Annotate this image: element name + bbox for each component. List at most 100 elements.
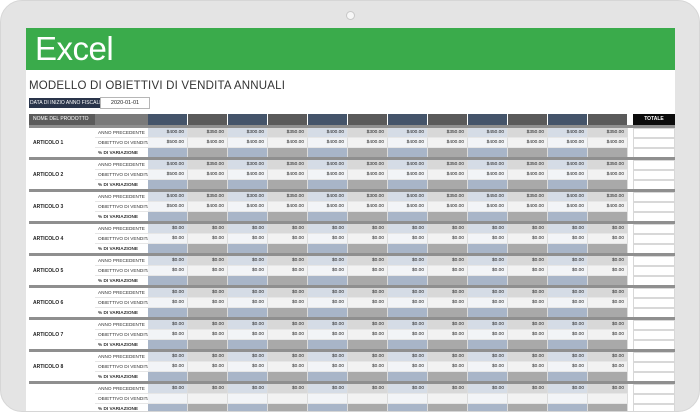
value-cell[interactable]: $0.00: [588, 352, 628, 362]
value-cell[interactable]: $0.00: [228, 234, 268, 244]
value-cell[interactable]: $0.00: [148, 352, 188, 362]
value-cell[interactable]: $0.00: [268, 288, 308, 298]
value-cell[interactable]: $0.00: [428, 352, 468, 362]
value-cell[interactable]: $400.00: [308, 128, 348, 138]
value-cell[interactable]: $0.00: [588, 298, 628, 308]
product-name-cell[interactable]: ARTICOLO 8: [29, 352, 95, 382]
value-cell[interactable]: $400.00: [308, 170, 348, 180]
value-cell[interactable]: $0.00: [468, 362, 508, 372]
value-cell[interactable]: $400.00: [508, 138, 548, 148]
value-cell[interactable]: $0.00: [388, 320, 428, 330]
value-cell[interactable]: $0.00: [548, 352, 588, 362]
value-cell[interactable]: $0.00: [548, 298, 588, 308]
value-cell[interactable]: $0.00: [388, 288, 428, 298]
value-cell[interactable]: $0.00: [588, 224, 628, 234]
value-cell[interactable]: $350.00: [268, 128, 308, 138]
value-cell[interactable]: $400.00: [508, 170, 548, 180]
value-cell[interactable]: $400.00: [268, 138, 308, 148]
value-cell[interactable]: $0.00: [308, 256, 348, 266]
value-cell[interactable]: $300.00: [348, 128, 388, 138]
value-cell[interactable]: $0.00: [388, 256, 428, 266]
value-cell[interactable]: $0.00: [228, 266, 268, 276]
product-name-cell[interactable]: ARTICOLO 7: [29, 320, 95, 350]
value-cell[interactable]: $0.00: [548, 330, 588, 340]
value-cell[interactable]: $0.00: [348, 320, 388, 330]
value-cell[interactable]: $400.00: [348, 138, 388, 148]
value-cell[interactable]: $0.00: [148, 224, 188, 234]
value-cell[interactable]: $0.00: [548, 256, 588, 266]
value-cell[interactable]: $400.00: [548, 170, 588, 180]
value-cell[interactable]: $0.00: [308, 320, 348, 330]
value-cell[interactable]: $0.00: [428, 320, 468, 330]
value-cell[interactable]: $0.00: [308, 298, 348, 308]
value-cell[interactable]: $0.00: [188, 288, 228, 298]
value-cell[interactable]: $0.00: [468, 384, 508, 394]
value-cell[interactable]: $0.00: [508, 298, 548, 308]
value-cell[interactable]: $400.00: [548, 128, 588, 138]
value-cell[interactable]: $0.00: [588, 266, 628, 276]
value-cell[interactable]: $0.00: [188, 384, 228, 394]
value-cell[interactable]: $0.00: [508, 330, 548, 340]
value-cell[interactable]: $0.00: [188, 224, 228, 234]
value-cell[interactable]: $450.00: [468, 128, 508, 138]
value-cell[interactable]: $0.00: [388, 330, 428, 340]
value-cell[interactable]: $0.00: [228, 384, 268, 394]
value-cell[interactable]: $350.00: [268, 160, 308, 170]
value-cell[interactable]: $400.00: [548, 202, 588, 212]
value-cell[interactable]: $0.00: [428, 288, 468, 298]
value-cell[interactable]: $0.00: [468, 266, 508, 276]
value-cell[interactable]: $0.00: [428, 384, 468, 394]
value-cell[interactable]: $400.00: [228, 202, 268, 212]
value-cell[interactable]: $0.00: [548, 320, 588, 330]
value-cell[interactable]: $0.00: [228, 288, 268, 298]
value-cell[interactable]: $400.00: [228, 170, 268, 180]
value-cell[interactable]: $0.00: [428, 256, 468, 266]
value-cell[interactable]: $0.00: [348, 384, 388, 394]
value-cell[interactable]: $0.00: [588, 330, 628, 340]
value-cell[interactable]: $0.00: [228, 362, 268, 372]
value-cell[interactable]: $400.00: [148, 128, 188, 138]
value-cell[interactable]: $400.00: [388, 128, 428, 138]
value-cell[interactable]: $450.00: [468, 160, 508, 170]
value-cell[interactable]: $350.00: [508, 128, 548, 138]
value-cell[interactable]: $0.00: [588, 234, 628, 244]
value-cell[interactable]: $0.00: [228, 224, 268, 234]
value-cell[interactable]: $0.00: [468, 330, 508, 340]
value-cell[interactable]: $0.00: [468, 352, 508, 362]
value-cell[interactable]: $0.00: [228, 330, 268, 340]
value-cell[interactable]: $400.00: [588, 202, 628, 212]
product-name-cell[interactable]: ARTICOLO 1: [29, 128, 95, 158]
value-cell[interactable]: $350.00: [188, 160, 228, 170]
value-cell[interactable]: $400.00: [468, 170, 508, 180]
value-cell[interactable]: $400.00: [388, 170, 428, 180]
value-cell[interactable]: $0.00: [468, 224, 508, 234]
value-cell[interactable]: $0.00: [468, 288, 508, 298]
value-cell[interactable]: $0.00: [508, 224, 548, 234]
value-cell[interactable]: $0.00: [148, 298, 188, 308]
value-cell[interactable]: $350.00: [428, 160, 468, 170]
value-cell[interactable]: [588, 394, 628, 404]
value-cell[interactable]: $0.00: [428, 362, 468, 372]
value-cell[interactable]: $0.00: [228, 256, 268, 266]
value-cell[interactable]: $400.00: [308, 202, 348, 212]
value-cell[interactable]: $400.00: [388, 192, 428, 202]
value-cell[interactable]: $350.00: [428, 192, 468, 202]
value-cell[interactable]: $0.00: [548, 234, 588, 244]
value-cell[interactable]: $0.00: [428, 330, 468, 340]
value-cell[interactable]: $0.00: [228, 298, 268, 308]
value-cell[interactable]: $0.00: [148, 320, 188, 330]
value-cell[interactable]: $0.00: [188, 256, 228, 266]
value-cell[interactable]: $0.00: [348, 288, 388, 298]
value-cell[interactable]: $400.00: [468, 202, 508, 212]
value-cell[interactable]: [188, 394, 228, 404]
value-cell[interactable]: $0.00: [308, 266, 348, 276]
value-cell[interactable]: $400.00: [188, 138, 228, 148]
value-cell[interactable]: $400.00: [308, 160, 348, 170]
value-cell[interactable]: $500.00: [148, 138, 188, 148]
value-cell[interactable]: $400.00: [228, 138, 268, 148]
value-cell[interactable]: $400.00: [308, 138, 348, 148]
value-cell[interactable]: [468, 394, 508, 404]
value-cell[interactable]: [348, 394, 388, 404]
value-cell[interactable]: $0.00: [308, 362, 348, 372]
value-cell[interactable]: $300.00: [348, 160, 388, 170]
